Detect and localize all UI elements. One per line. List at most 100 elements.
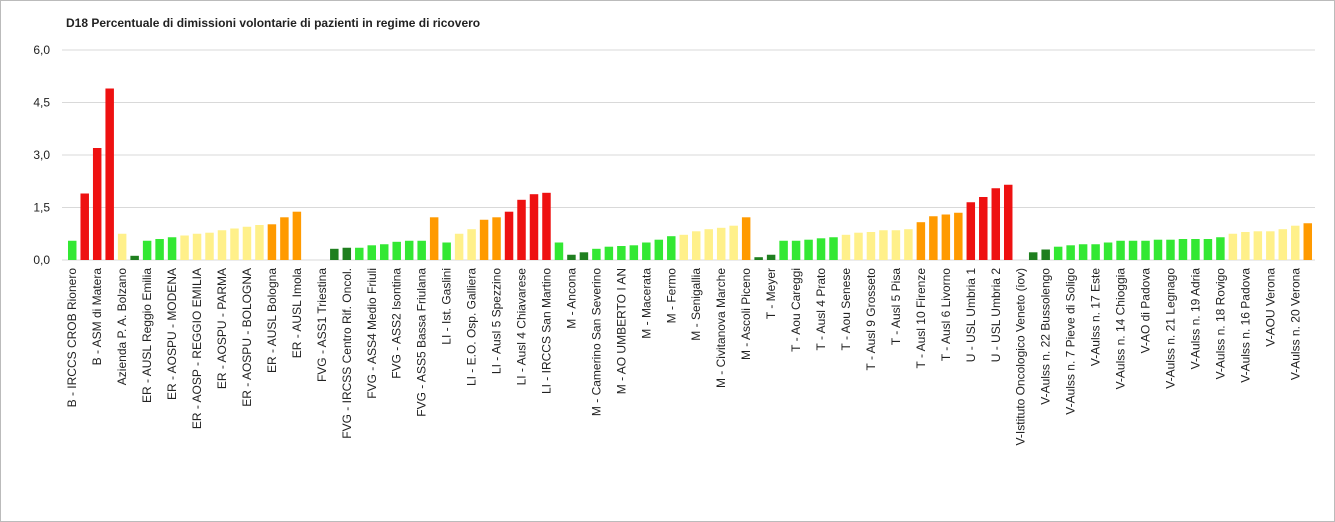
x-tick-label: T - Ausl 6 Livorno	[939, 268, 953, 361]
x-tick-label: LI - E.O. Osp. Galliera	[465, 268, 479, 386]
bar	[392, 241, 401, 260]
bar	[954, 212, 963, 260]
bar	[667, 236, 676, 260]
x-tick-label: V-Aulss n. 7 Pieve di Soligo	[1064, 268, 1078, 415]
x-tick-label: T - Meyer	[764, 268, 778, 319]
x-tick-label: ER - AUSL Bologna	[265, 268, 279, 373]
x-tick-label: ER - AOSP - REGGIO EMILIA	[190, 268, 204, 429]
x-tick-label: T - Aou Careggi	[789, 268, 803, 352]
bar	[1191, 239, 1200, 260]
bar	[1166, 239, 1175, 260]
x-tick-label: V-Aulss n. 17 Este	[1089, 268, 1103, 366]
bar	[741, 217, 751, 260]
bar	[604, 246, 614, 260]
x-tick-label: V-AO di Padova	[1139, 268, 1153, 354]
x-tick-label: U - USL Umbria 2	[989, 268, 1003, 363]
bar	[492, 217, 501, 260]
bar	[504, 211, 514, 260]
bar	[642, 242, 651, 260]
bar	[729, 225, 738, 260]
bar	[92, 148, 102, 260]
bar	[542, 192, 551, 260]
x-tick-label: M - Ancona	[564, 268, 578, 329]
bar	[866, 232, 876, 260]
x-tick-label: U - USL Umbria 1	[964, 268, 978, 363]
bar	[716, 227, 726, 260]
bar	[267, 224, 277, 260]
bar	[1291, 225, 1300, 260]
x-tick-label: ER - AOSPU - PARMA	[215, 268, 229, 389]
bar	[280, 217, 289, 260]
x-tick-label: V-Aulss n. 18 Rovigo	[1213, 268, 1227, 380]
bar	[454, 233, 464, 260]
x-tick-label: T - Ausl 5 Pisa	[889, 268, 903, 345]
x-tick-label: T - Ausl 9 Grosseto	[864, 268, 878, 371]
bar	[1003, 184, 1013, 260]
bar	[255, 225, 264, 260]
x-tick-label: LI - Ausl 4 Chiavarese	[515, 268, 529, 386]
bar	[155, 239, 164, 260]
bar	[467, 229, 476, 260]
bar	[1266, 231, 1275, 260]
bar	[355, 247, 364, 260]
bar	[567, 254, 576, 260]
x-tick-label: V-Aulss n. 19 Adria	[1188, 268, 1202, 370]
x-tick-label: M - AO UMBERTO I AN	[614, 268, 628, 394]
bar	[704, 229, 713, 260]
bar	[1228, 233, 1238, 260]
bar	[929, 216, 938, 260]
bar	[879, 230, 888, 260]
bar	[804, 239, 813, 260]
bar	[1153, 239, 1163, 260]
bar	[330, 248, 339, 260]
bar	[479, 219, 489, 260]
bar	[1078, 244, 1088, 260]
bar	[1028, 252, 1038, 260]
x-tick-label: B - IRCCS CROB Rionero	[65, 268, 79, 408]
x-tick-label: M - Senigallia	[689, 268, 703, 341]
bar	[1178, 239, 1188, 260]
bar	[654, 239, 664, 260]
x-tick-label: ER - AOSPU - BOLOGNA	[240, 268, 254, 407]
bar	[517, 199, 526, 260]
bar	[67, 240, 77, 260]
x-tick-label: T - Aou Senese	[839, 268, 853, 351]
x-tick-label: Azienda P. A. Bolzano	[115, 268, 129, 386]
x-tick-label: LI - Ist. Gaslini	[440, 268, 454, 345]
x-tick-label: V-Aulss n. 22 Bussolengo	[1039, 268, 1053, 405]
bar	[1278, 229, 1288, 260]
bar	[292, 211, 302, 260]
y-tick-label: 1,5	[33, 201, 50, 215]
bar	[966, 202, 976, 260]
x-tick-label: V-Aulss n. 20 Verona	[1288, 268, 1302, 380]
x-tick-label: B - ASM di Matera	[90, 268, 104, 366]
bar	[766, 254, 776, 260]
bar	[1303, 223, 1313, 260]
bar	[1091, 244, 1100, 260]
x-tick-label: V-AOU Verona	[1263, 268, 1277, 347]
x-tick-label: V-Istituto Oncologico Veneto (iov)	[1014, 268, 1028, 445]
bar	[130, 255, 139, 260]
bar	[379, 244, 389, 260]
bar	[342, 247, 352, 260]
x-tick-label: M - Civitanova Marche	[714, 268, 728, 388]
bar	[1041, 249, 1050, 260]
bar	[679, 234, 689, 260]
x-tick-label: M - Fermo	[664, 268, 678, 324]
bar	[429, 217, 439, 260]
bar	[367, 245, 377, 260]
bar	[180, 235, 189, 260]
bar	[529, 194, 539, 260]
x-tick-label: FVG - ASS1 Triestina	[315, 268, 329, 382]
x-tick-label: FVG - ASS5 Bassa Friulana	[415, 268, 429, 417]
x-tick-label: M - Camerino San Severino	[589, 268, 603, 416]
y-tick-label: 6,0	[33, 43, 50, 57]
bar	[404, 240, 414, 260]
bar	[205, 232, 214, 260]
bar	[1216, 237, 1225, 260]
bar	[1253, 231, 1263, 260]
bar	[1241, 232, 1250, 260]
bar	[105, 88, 114, 260]
